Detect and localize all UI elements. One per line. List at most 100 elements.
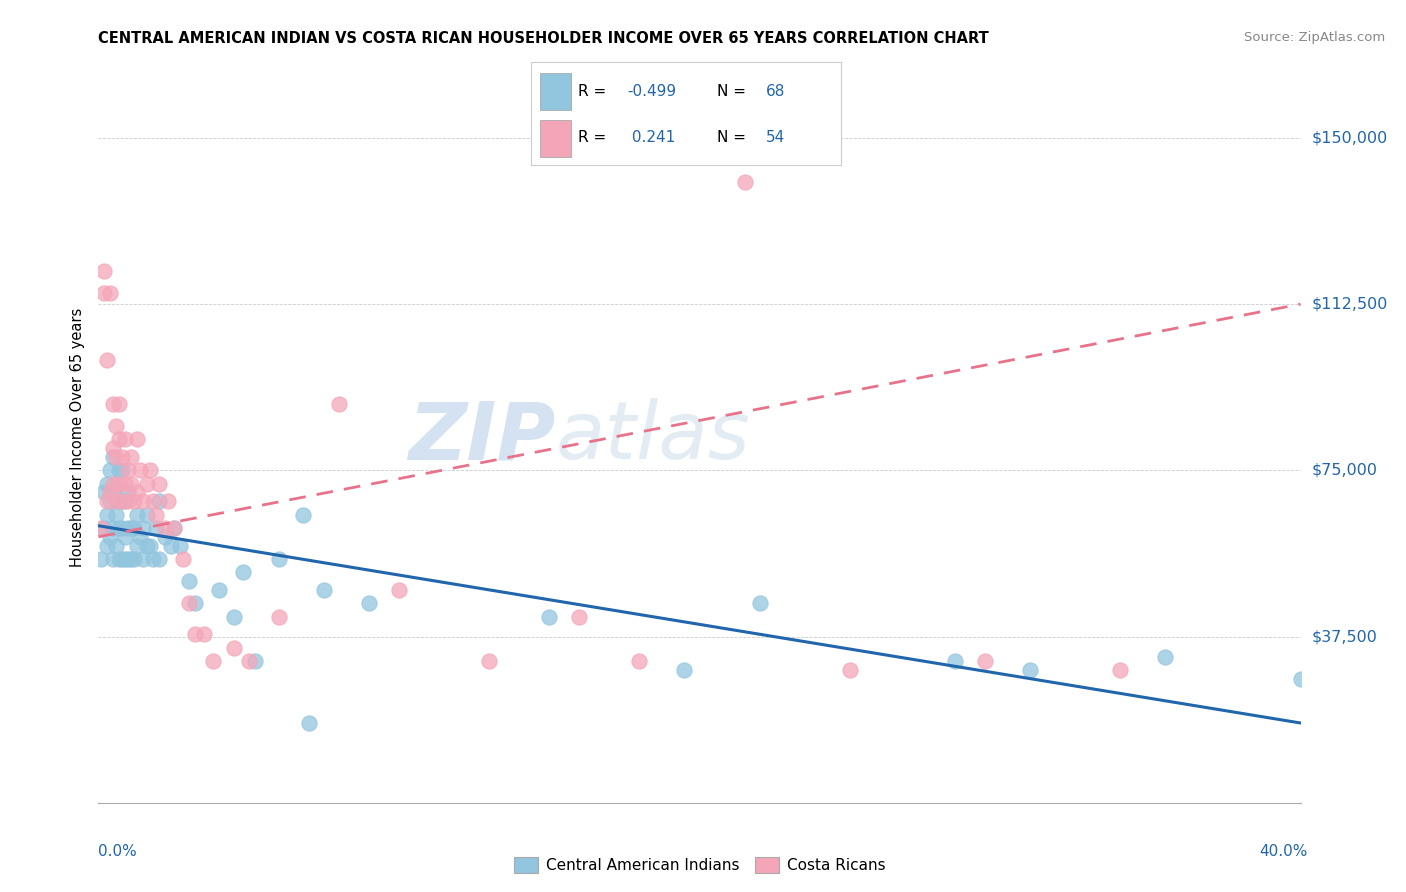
Point — [96, 494, 118, 508]
Point — [138, 539, 160, 553]
Point — [111, 494, 134, 508]
Point — [183, 596, 205, 610]
Text: 40.0%: 40.0% — [1260, 845, 1308, 859]
Point — [132, 552, 155, 566]
Point — [96, 508, 118, 522]
Point — [162, 521, 184, 535]
Point — [1154, 649, 1177, 664]
FancyBboxPatch shape — [540, 73, 571, 110]
FancyBboxPatch shape — [540, 120, 571, 157]
Text: CENTRAL AMERICAN INDIAN VS COSTA RICAN HOUSEHOLDER INCOME OVER 65 YEARS CORRELAT: CENTRAL AMERICAN INDIAN VS COSTA RICAN H… — [98, 31, 990, 46]
Point — [108, 552, 131, 566]
Point — [105, 419, 128, 434]
Text: Source: ZipAtlas.com: Source: ZipAtlas.com — [1244, 31, 1385, 45]
Point — [177, 596, 200, 610]
Point — [114, 494, 136, 508]
Point — [105, 450, 128, 464]
Point — [159, 539, 181, 553]
Point — [673, 663, 696, 677]
Point — [568, 609, 591, 624]
Text: N =: N = — [717, 130, 751, 145]
Point — [153, 521, 176, 535]
Point — [111, 450, 134, 464]
Point — [105, 539, 128, 553]
Point — [838, 663, 860, 677]
Point — [129, 463, 152, 477]
Point — [114, 432, 136, 446]
Point — [135, 539, 157, 553]
Point — [114, 530, 136, 544]
Point — [312, 582, 335, 597]
Point — [105, 476, 128, 491]
Point — [103, 397, 125, 411]
Point — [538, 609, 561, 624]
Point — [111, 552, 134, 566]
Point — [100, 485, 122, 500]
Text: $75,000: $75,000 — [1312, 463, 1378, 478]
Point — [103, 552, 125, 566]
Text: $112,500: $112,500 — [1312, 297, 1388, 311]
Point — [238, 654, 260, 668]
Point — [111, 463, 134, 477]
Point — [117, 494, 139, 508]
Point — [100, 494, 122, 508]
Point — [121, 450, 143, 464]
Text: 0.0%: 0.0% — [98, 845, 138, 859]
Text: $150,000: $150,000 — [1312, 130, 1388, 145]
Point — [93, 285, 115, 300]
Point — [96, 476, 118, 491]
Point — [90, 521, 112, 535]
Text: -0.499: -0.499 — [627, 84, 676, 99]
Point — [141, 552, 163, 566]
Point — [148, 476, 170, 491]
Point — [132, 494, 155, 508]
Point — [201, 654, 224, 668]
Point — [193, 627, 215, 641]
Point — [169, 539, 191, 553]
Point — [124, 494, 146, 508]
Point — [96, 352, 118, 367]
Point — [148, 494, 170, 508]
Point — [103, 485, 125, 500]
Point — [357, 596, 380, 610]
Point — [108, 463, 131, 477]
Point — [138, 463, 160, 477]
Point — [121, 521, 143, 535]
Point — [100, 463, 122, 477]
Point — [145, 508, 167, 522]
Point — [93, 485, 115, 500]
Point — [103, 476, 125, 491]
Point — [108, 397, 131, 411]
Point — [1289, 672, 1312, 686]
Point — [127, 485, 149, 500]
Point — [108, 432, 131, 446]
Text: 68: 68 — [766, 84, 786, 99]
Point — [153, 530, 176, 544]
Point — [124, 552, 146, 566]
Point — [172, 552, 194, 566]
Point — [222, 609, 245, 624]
Point — [148, 552, 170, 566]
Point — [127, 508, 149, 522]
Point — [105, 508, 128, 522]
Point — [267, 609, 290, 624]
Point — [105, 494, 128, 508]
Text: R =: R = — [578, 130, 610, 145]
Legend: Central American Indians, Costa Ricans: Central American Indians, Costa Ricans — [508, 851, 891, 880]
Point — [114, 476, 136, 491]
Point — [748, 596, 770, 610]
Point — [1109, 663, 1132, 677]
Y-axis label: Householder Income Over 65 years: Householder Income Over 65 years — [70, 308, 86, 566]
Point — [100, 530, 122, 544]
Point — [108, 521, 131, 535]
Point — [388, 582, 411, 597]
Point — [628, 654, 651, 668]
Point — [93, 521, 115, 535]
Point — [243, 654, 266, 668]
Point — [117, 552, 139, 566]
Point — [90, 552, 112, 566]
Point — [111, 494, 134, 508]
Text: ZIP: ZIP — [408, 398, 555, 476]
Point — [129, 530, 152, 544]
Text: $37,500: $37,500 — [1312, 629, 1378, 644]
